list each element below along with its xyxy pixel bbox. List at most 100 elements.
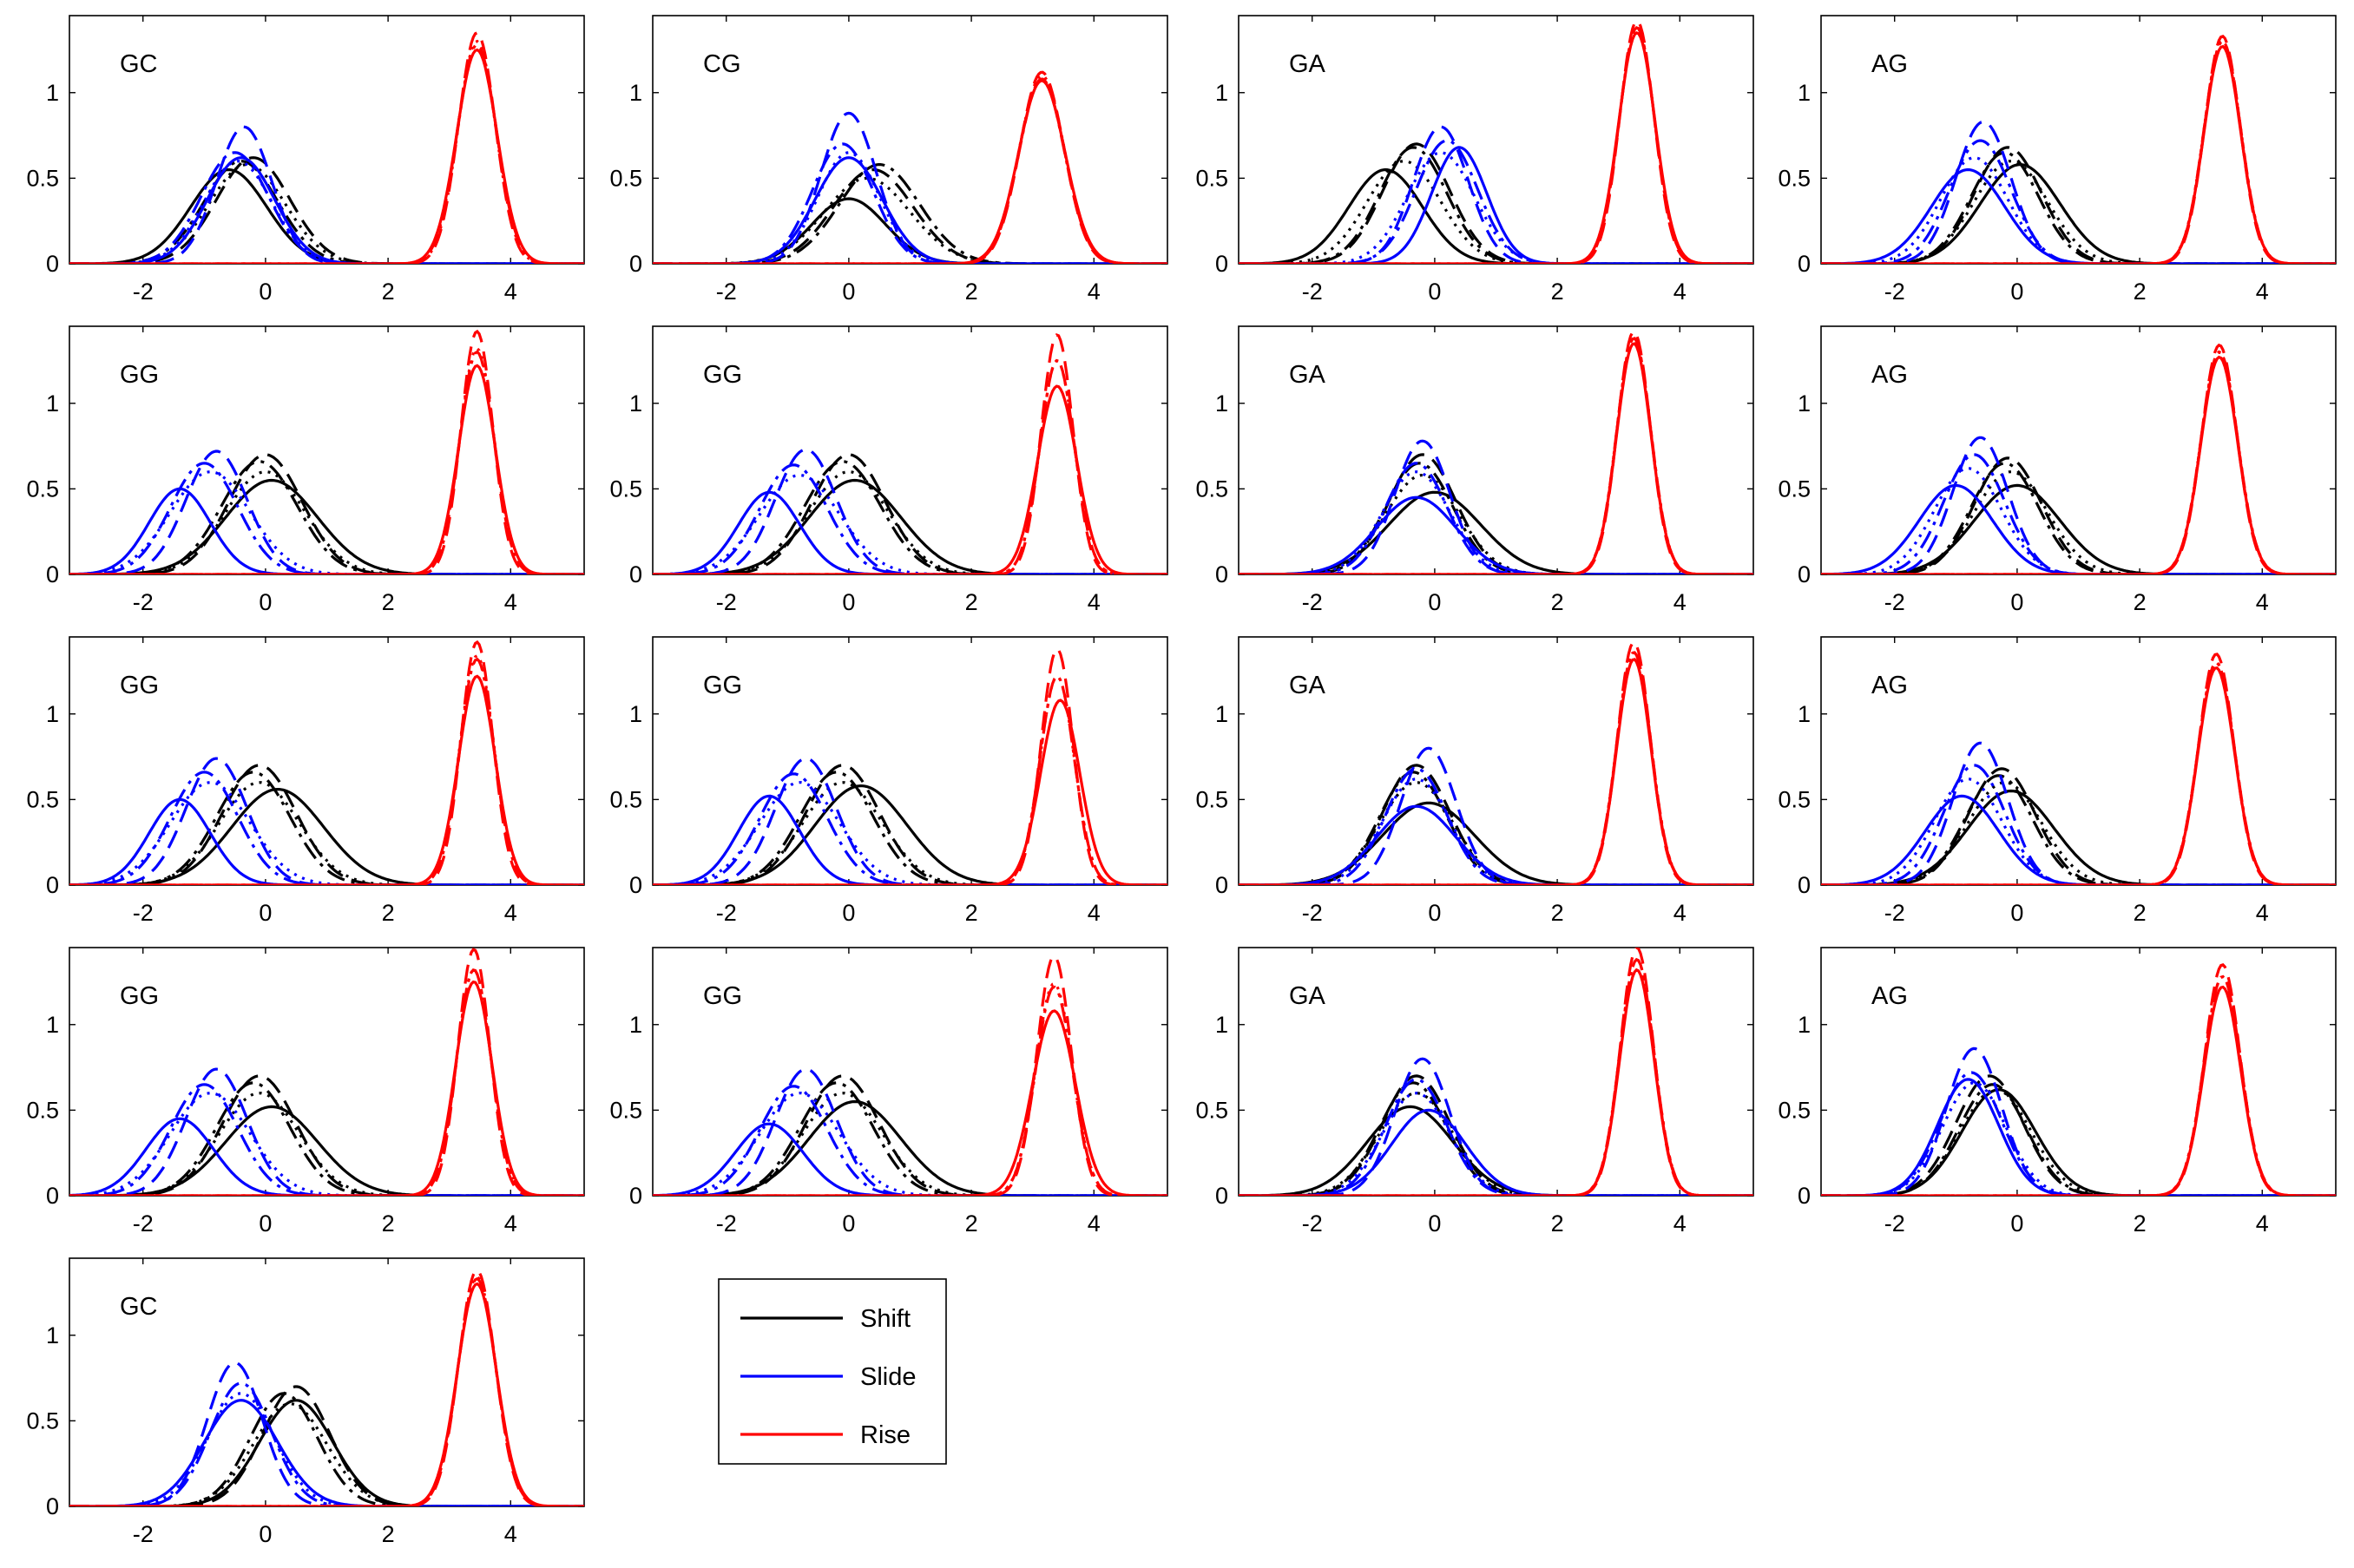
x-tick-label: 4: [1088, 589, 1101, 615]
panel-8: -2 0 2 4 0 0.5 1 AG: [1778, 325, 2337, 615]
x-tick-label: 0: [842, 589, 855, 615]
panel-label: AG: [1871, 50, 1908, 78]
slide-curve: [69, 757, 584, 885]
panel-5: -2 0 2 4 0 0.5 1 GG: [26, 325, 585, 615]
panel-1: -2 0 2 4 0 0.5 1 GC: [26, 15, 585, 305]
y-tick-label: 1: [1798, 1012, 1811, 1038]
panel-12: -2 0 2 4 0 0.5 1 AG: [1778, 636, 2337, 926]
y-tick-label: 1: [629, 1012, 642, 1038]
y-tick-label: 0: [46, 872, 59, 898]
x-tick-label: -2: [1884, 589, 1905, 615]
axes-frame: [1820, 947, 2337, 1197]
y-tick-label: 0: [1215, 1183, 1228, 1209]
shift-curve: [69, 460, 584, 574]
panel-17: -2 0 2 4 0 0.5 1 GC: [26, 1257, 585, 1547]
shift-curve: [1821, 151, 2336, 264]
x-tick-label: -2: [1884, 279, 1905, 305]
panel-label: GG: [120, 361, 159, 389]
rise-curve: [1239, 337, 1753, 574]
shift-curve: [1239, 1105, 1753, 1196]
y-tick-label: 0: [1215, 872, 1228, 898]
slide-curve: [1821, 453, 2336, 574]
panel-label: GA: [1289, 982, 1326, 1010]
y-tick-label: 1: [1215, 80, 1228, 106]
panel-label: GG: [120, 672, 159, 699]
x-tick-label: 0: [2010, 279, 2023, 305]
shift-curve: [1239, 160, 1753, 264]
x-tick-label: 4: [2256, 1210, 2269, 1237]
y-tick-label: 0.5: [609, 786, 642, 812]
slide-curve: [653, 794, 1167, 885]
rise-curve: [69, 968, 584, 1196]
axes-frame: [69, 636, 585, 886]
x-tick-label: 4: [504, 589, 517, 615]
rise-curve: [1821, 350, 2336, 574]
panel-6: -2 0 2 4 0 0.5 1 GG: [609, 325, 1168, 615]
x-tick-label: 2: [2134, 900, 2147, 926]
legend-label: Slide: [860, 1363, 917, 1391]
y-tick-label: 0: [629, 251, 642, 277]
x-tick-label: 0: [259, 279, 272, 305]
x-tick-label: 0: [2010, 900, 2023, 926]
shift-curve: [653, 781, 1167, 885]
axes-frame: [652, 636, 1168, 886]
rise-curve: [69, 350, 584, 574]
axes-frame: [1820, 325, 2337, 575]
x-tick-label: 2: [1551, 900, 1564, 926]
shift-curve: [1821, 1088, 2336, 1196]
y-tick-label: 1: [1798, 701, 1811, 727]
y-tick-label: 1: [629, 701, 642, 727]
axes-frame: [1820, 15, 2337, 265]
x-tick-label: 2: [965, 279, 978, 305]
axes-frame: [69, 325, 585, 575]
y-tick-label: 0: [1215, 251, 1228, 277]
slide-curve: [653, 757, 1167, 885]
x-tick-label: -2: [1302, 279, 1323, 305]
axes-frame: [652, 325, 1168, 575]
slide-curve: [653, 1122, 1167, 1196]
slide-curve: [1239, 495, 1753, 574]
panel-15: -2 0 2 4 0 0.5 1 GA: [1195, 947, 1754, 1237]
slide-curve: [653, 448, 1167, 574]
axes-frame: [1238, 636, 1754, 886]
y-tick-label: 0: [46, 1493, 59, 1519]
slide-curve: [1821, 156, 2336, 264]
shift-curve: [69, 781, 584, 885]
x-tick-label: 2: [382, 1210, 395, 1237]
y-tick-label: 0: [1798, 872, 1811, 898]
panel-14: -2 0 2 4 0 0.5 1 GG: [609, 947, 1168, 1237]
x-tick-label: -2: [716, 279, 737, 305]
shift-curve: [1821, 767, 2336, 885]
x-tick-label: 4: [1088, 1210, 1101, 1237]
rise-curve: [1821, 343, 2336, 574]
slide-curve: [1821, 139, 2336, 264]
x-tick-label: -2: [716, 589, 737, 615]
y-tick-label: 0.5: [1778, 476, 1811, 502]
panel-11: -2 0 2 4 0 0.5 1 GA: [1195, 636, 1754, 926]
y-tick-label: 1: [629, 80, 642, 106]
panel-label: AG: [1871, 982, 1908, 1010]
x-tick-label: -2: [133, 1210, 154, 1237]
rise-curve: [1821, 661, 2336, 885]
slide-curve: [1239, 804, 1753, 885]
x-tick-label: -2: [716, 1210, 737, 1237]
y-tick-label: 0.5: [1195, 165, 1228, 191]
panel-label: GA: [1289, 50, 1326, 78]
x-tick-label: 0: [1428, 900, 1441, 926]
shift-curve: [653, 771, 1167, 885]
x-tick-label: 2: [382, 900, 395, 926]
y-tick-label: 0: [1798, 1183, 1811, 1209]
x-tick-label: 2: [382, 1521, 395, 1547]
x-tick-label: 4: [1088, 900, 1101, 926]
x-tick-label: 0: [1428, 279, 1441, 305]
rise-curve: [653, 77, 1167, 264]
legend: Shift Slide Rise: [718, 1278, 947, 1465]
shift-curve: [1239, 771, 1753, 885]
shift-curve: [1239, 1081, 1753, 1196]
panel-label: GG: [703, 672, 742, 699]
shift-curve: [1239, 146, 1753, 264]
x-tick-label: 0: [259, 1210, 272, 1237]
y-tick-label: 1: [46, 80, 59, 106]
y-tick-label: 0.5: [1195, 1097, 1228, 1123]
